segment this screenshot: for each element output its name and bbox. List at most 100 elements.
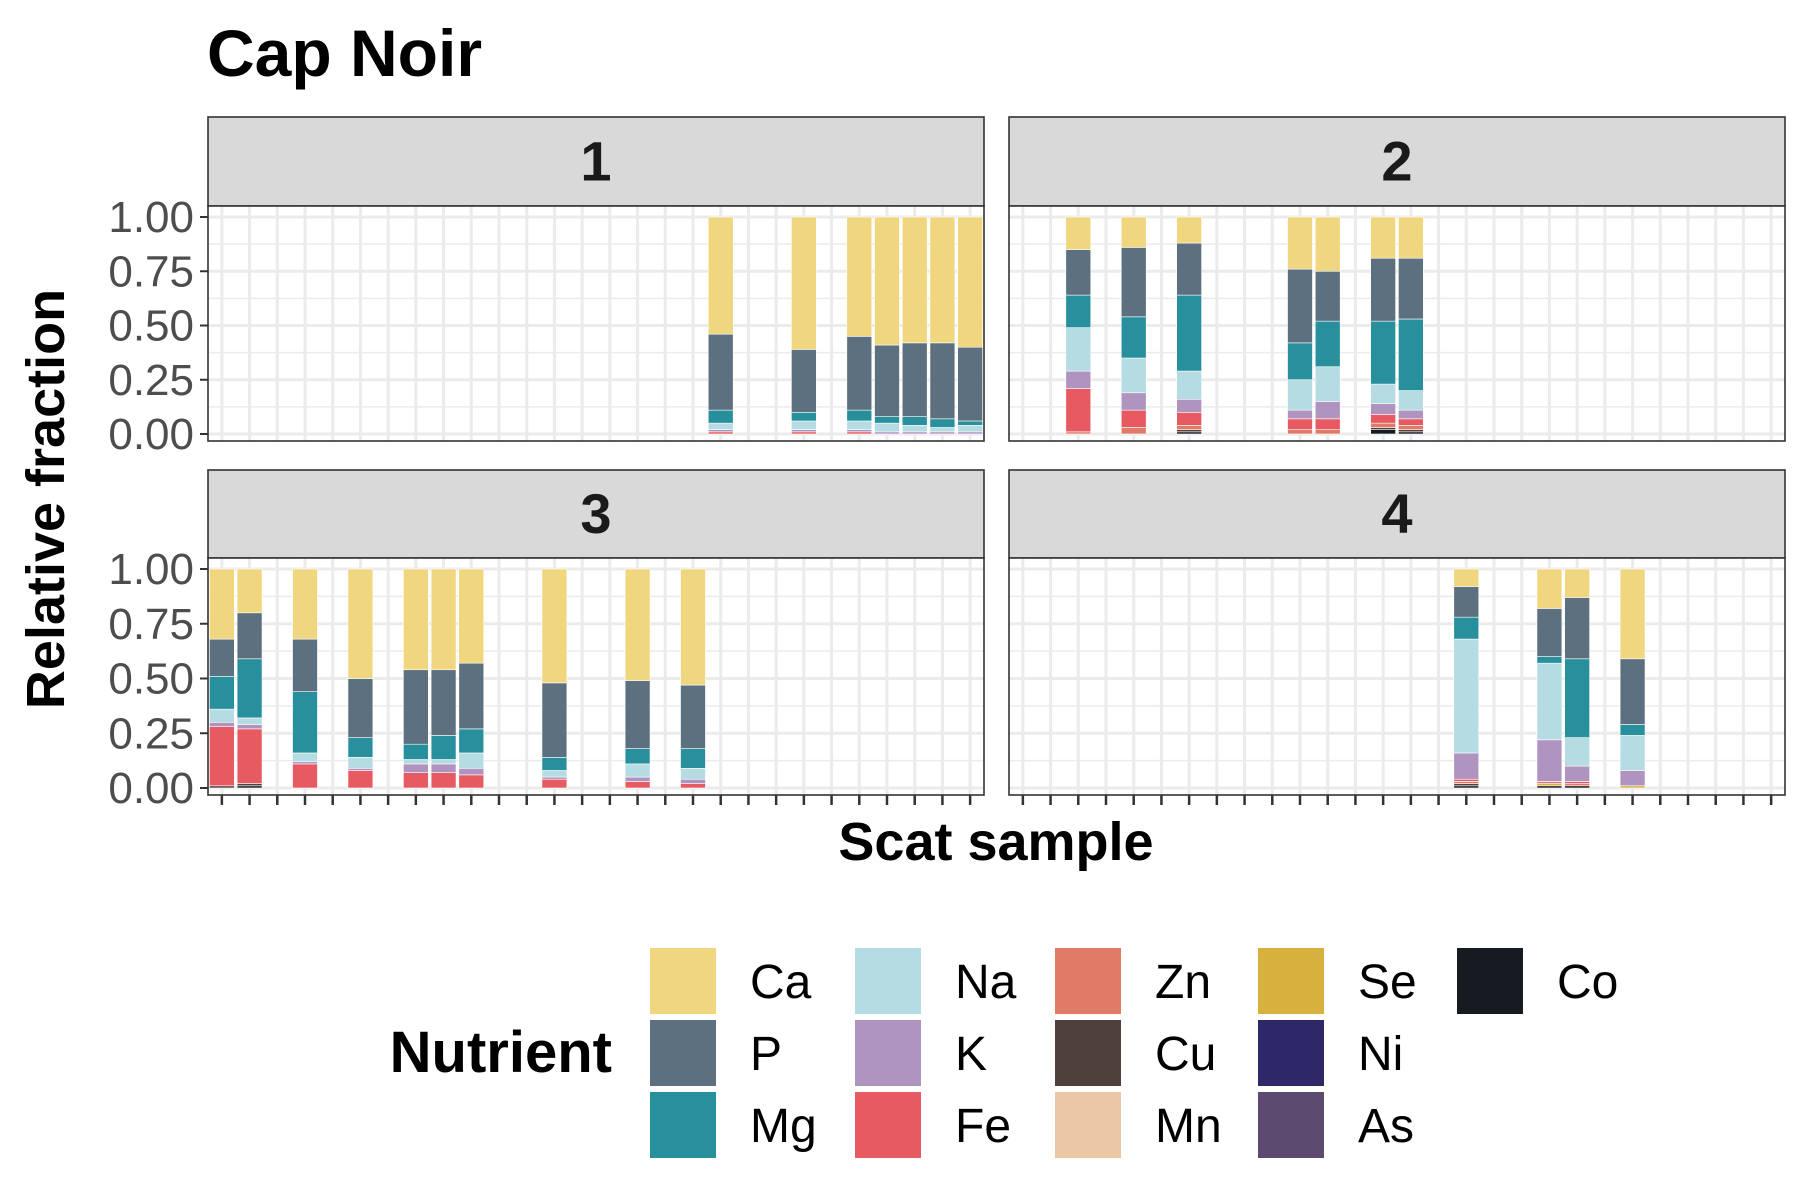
bar-segment-mg bbox=[236, 658, 263, 719]
facet-panel-border bbox=[207, 205, 985, 442]
bar-stack bbox=[236, 568, 263, 789]
bar-stack bbox=[1453, 568, 1480, 789]
bar-stack bbox=[209, 568, 235, 789]
bar-segment-p bbox=[347, 678, 374, 738]
bar-segment-mg bbox=[430, 735, 457, 760]
y-tick-label: 0.50 bbox=[108, 655, 194, 704]
bar-segment-zn bbox=[1536, 781, 1563, 784]
bar-segment-na bbox=[347, 757, 374, 769]
y-axis: 0.00 0.25 0.50 0.75 1.00 bbox=[108, 193, 208, 459]
bar-stack bbox=[1564, 568, 1590, 789]
bar-segment-na bbox=[874, 422, 900, 433]
bar-segment-mg bbox=[1176, 294, 1202, 372]
bar-segment-ca bbox=[901, 216, 928, 344]
bar-segment-k bbox=[458, 767, 485, 776]
legend-label: K bbox=[955, 1028, 987, 1081]
legend-swatch bbox=[1457, 948, 1523, 1014]
facet-panel-1: 1 0.00 0.25 0.50 0.75 1.00 bbox=[108, 116, 985, 459]
legend-swatch bbox=[855, 948, 921, 1014]
bar-segment-mg bbox=[707, 409, 734, 424]
legend: Nutrient Ca P Mg Na K Fe Zn Cu Mn Se Ni As Co bbox=[390, 948, 1618, 1158]
bar-segment-co bbox=[1453, 785, 1480, 789]
bar-segment-ca bbox=[541, 568, 568, 684]
bar-segment-fe bbox=[1065, 388, 1092, 433]
y-axis: 0.00 0.25 0.50 0.75 1.00 bbox=[108, 545, 208, 813]
bar-segment-k bbox=[624, 776, 651, 782]
bar-segment-fe bbox=[541, 778, 568, 789]
facet-strip-label: 4 bbox=[1381, 482, 1412, 545]
bar-segment-k bbox=[541, 776, 568, 780]
legend-label: Ca bbox=[750, 956, 812, 1009]
bar-segment-zn bbox=[1176, 425, 1202, 430]
bar-segment-k bbox=[1453, 752, 1480, 780]
facet-panel-background bbox=[1009, 558, 1785, 795]
bar-segment-mg bbox=[1619, 724, 1646, 736]
bar-segment-na bbox=[901, 425, 928, 433]
bar-stack bbox=[1536, 568, 1563, 789]
bar-segment-p bbox=[541, 682, 568, 758]
bar-segment-ca bbox=[236, 568, 263, 614]
bar-segment-fe bbox=[236, 728, 263, 784]
bar-segment-k bbox=[403, 763, 429, 773]
bar-segment-cu bbox=[1453, 783, 1480, 787]
legend-item-p: P bbox=[650, 1020, 782, 1086]
x-axis-title: Scat sample bbox=[838, 812, 1153, 872]
bar-segment-na bbox=[1453, 638, 1480, 754]
bar-segment-na bbox=[791, 420, 817, 430]
bar-segment-k bbox=[1065, 370, 1092, 389]
bar-segment-co bbox=[1536, 785, 1563, 789]
bar-segment-na bbox=[929, 427, 956, 433]
bar-segment-na bbox=[680, 767, 706, 780]
bar-segment-fe bbox=[791, 431, 817, 435]
bar-stack bbox=[901, 216, 928, 435]
bar-segment-fe bbox=[1370, 414, 1396, 424]
bar-segment-mg bbox=[846, 409, 873, 422]
bar-segment-p bbox=[1619, 658, 1646, 725]
bar-segment-p bbox=[1120, 247, 1147, 318]
legend-title: Nutrient bbox=[390, 1020, 612, 1085]
y-tick-label: 0.25 bbox=[108, 709, 194, 758]
facet-strip-4 bbox=[1008, 469, 1786, 559]
bar-segment-p bbox=[236, 612, 263, 660]
bar-segment-mg bbox=[403, 743, 429, 760]
bar-segment-na bbox=[458, 752, 485, 769]
bar-segment-mg bbox=[929, 418, 956, 428]
y-axis-title: Relative fraction bbox=[16, 289, 76, 709]
bar-segment-k bbox=[707, 429, 734, 433]
bar-segment-p bbox=[1453, 586, 1480, 618]
bar-segment-ca bbox=[1536, 568, 1563, 609]
legend-swatch bbox=[1258, 1020, 1324, 1086]
bar-segment-fe bbox=[1398, 418, 1424, 426]
bar-segment-ca bbox=[1619, 568, 1646, 660]
bar-segment-cu bbox=[1398, 429, 1424, 433]
bar-segment-ca bbox=[1314, 216, 1341, 272]
bar-segment-na bbox=[1619, 735, 1646, 771]
legend-swatch bbox=[650, 1020, 716, 1086]
bar-stack bbox=[1398, 216, 1424, 435]
bar-segment-p bbox=[846, 336, 873, 411]
bar-segment-mg bbox=[901, 416, 928, 426]
bar-stack bbox=[929, 216, 956, 435]
facet-panel-4: 4 bbox=[1008, 469, 1786, 796]
x-axis-ticks bbox=[220, 795, 1773, 805]
bar-segment-cu bbox=[236, 783, 263, 787]
bar-segment-p bbox=[624, 680, 651, 749]
legend-label: As bbox=[1358, 1100, 1414, 1153]
bar-segment-k bbox=[680, 778, 706, 784]
bar-segment-ca bbox=[707, 216, 734, 335]
facet-panel-2: 2 bbox=[1008, 116, 1786, 442]
bar-segment-p bbox=[874, 344, 900, 417]
bar-segment-ca bbox=[1398, 216, 1424, 259]
bar-segment-fe bbox=[347, 770, 374, 789]
bar-segment-ca bbox=[1370, 216, 1396, 259]
bar-segment-zn bbox=[1065, 431, 1092, 435]
bar-segment-k bbox=[901, 431, 928, 435]
bar-segment-na bbox=[430, 759, 457, 765]
legend-swatch bbox=[1055, 1092, 1121, 1158]
bar-segment-p bbox=[707, 333, 734, 411]
bar-stack bbox=[1065, 216, 1092, 435]
bar-stack bbox=[957, 216, 983, 435]
bar-segment-cu bbox=[1370, 427, 1396, 430]
facet-panel-border bbox=[207, 557, 985, 796]
bar-segment-p bbox=[680, 684, 706, 749]
